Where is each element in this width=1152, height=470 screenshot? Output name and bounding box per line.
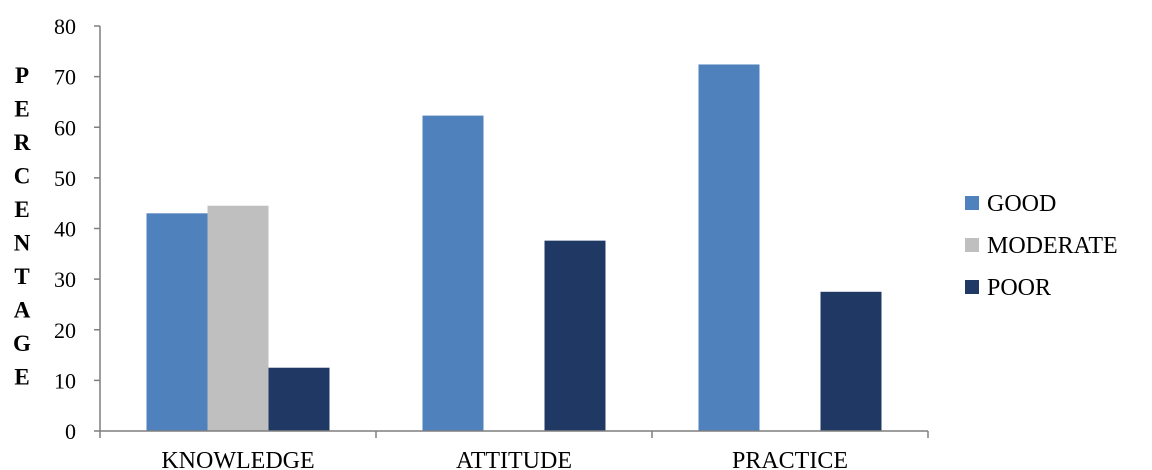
legend-swatch (965, 238, 979, 252)
legend-swatch (965, 196, 979, 210)
y-axis-label-letter: P (15, 63, 29, 88)
y-tick-label: 60 (54, 115, 76, 140)
legend-label: POOR (987, 275, 1051, 301)
legend-label: GOOD (987, 191, 1056, 217)
y-axis-label-letter: R (14, 130, 31, 155)
y-tick-label: 50 (54, 166, 76, 191)
bars (146, 64, 882, 431)
y-tick-label: 20 (54, 318, 76, 343)
y-axis-label-letter: E (14, 365, 29, 390)
x-tick-label: KNOWLEDGE (161, 448, 314, 470)
bar-poor-knowledge (268, 367, 330, 431)
y-tick-label: 80 (54, 14, 76, 39)
bar-good-knowledge (146, 213, 208, 431)
y-axis-label-letter: A (14, 298, 31, 323)
legend-swatch (965, 280, 979, 294)
bar-moderate-knowledge (207, 205, 269, 431)
y-axis-label-letter: C (14, 164, 31, 189)
y-axis-label-letter: E (14, 197, 29, 222)
y-tick-label: 40 (54, 217, 76, 242)
y-tick-label: 10 (54, 368, 76, 393)
x-tick-label: PRACTICE (732, 448, 848, 470)
y-tick-label: 70 (54, 65, 76, 90)
y-tick-label: 30 (54, 267, 76, 292)
y-axis-label-letter: N (14, 231, 31, 256)
bar-poor-attitude (544, 240, 606, 431)
y-axis-ticks: 0 10 20 30 40 50 60 70 80 (54, 14, 100, 444)
bar-poor-practice (820, 291, 882, 431)
bar-good-practice (698, 64, 760, 431)
y-axis-label-letter: T (14, 264, 29, 289)
y-axis-label-letter: G (13, 331, 31, 356)
x-axis-ticks: KNOWLEDGE ATTITUDE PRACTICE (99, 431, 929, 470)
legend: GOOD MODERATE POOR (965, 191, 1118, 301)
y-tick-label: 0 (65, 419, 76, 444)
legend-label: MODERATE (987, 233, 1118, 259)
bar-good-attitude (422, 115, 484, 431)
x-tick-label: ATTITUDE (456, 448, 572, 470)
y-axis-label-letter: E (14, 97, 29, 122)
